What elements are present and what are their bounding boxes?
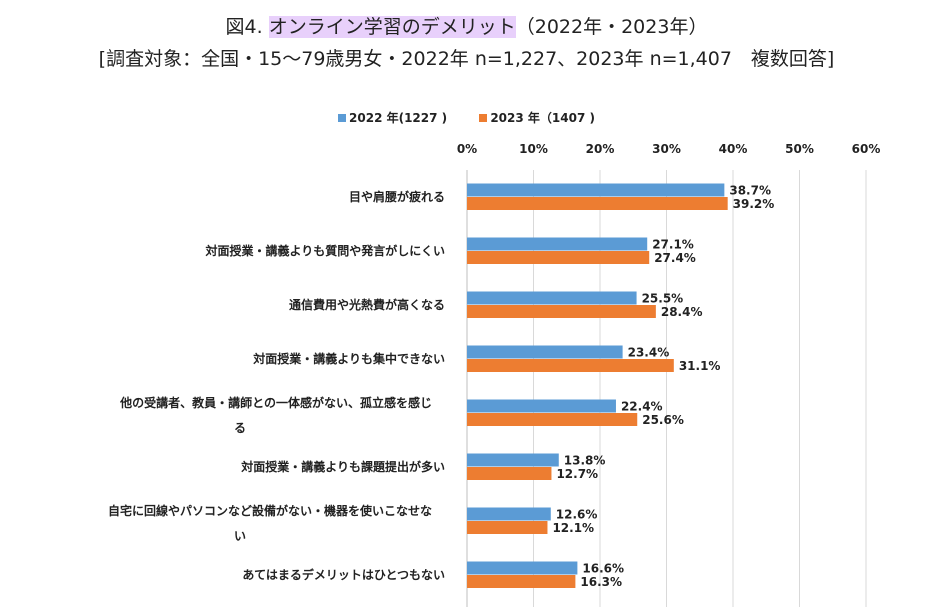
data-label: 12.7%	[556, 467, 598, 481]
bar-2022	[467, 237, 648, 251]
bar-2022	[467, 399, 616, 413]
category-label: あてはまるデメリットはひとつもない	[242, 567, 445, 582]
x-tick-label: 0%	[457, 142, 477, 156]
bar-2023	[467, 359, 674, 372]
data-label: 25.6%	[642, 413, 684, 427]
data-label: 13.8%	[564, 454, 606, 468]
bar-2023	[467, 467, 552, 480]
data-label: 28.4%	[661, 305, 703, 319]
legend-swatch	[338, 114, 347, 122]
category-label: 他の受講者、教員・講師との一体感がない、孤立感を感じ	[119, 395, 432, 410]
data-label: 38.7%	[729, 184, 771, 198]
x-tick-label: 50%	[785, 142, 814, 156]
bar-2023	[467, 251, 650, 264]
bar-2022	[467, 291, 637, 305]
category-label-cont: る	[234, 421, 246, 435]
category-label: 目や肩腰が疲れる	[349, 189, 445, 204]
data-label: 22.4%	[621, 400, 663, 414]
legend-label: 2022 年(1227 )	[349, 111, 448, 125]
x-tick-label: 20%	[586, 142, 615, 156]
legend: 2022 年(1227 ) 2023 年（1407 )	[0, 109, 933, 126]
category-label: 通信費用や光熱費が高くなる	[289, 297, 445, 312]
bar-2023	[467, 197, 728, 210]
legend-swatch	[479, 114, 488, 122]
legend-label: 2023 年（1407 )	[490, 111, 595, 125]
category-label: 対面授業・講義よりも課題提出が多い	[240, 459, 445, 474]
bar-2022	[467, 507, 551, 521]
bar-2023	[467, 413, 638, 426]
x-tick-label: 40%	[719, 142, 748, 156]
title-highlight: オンライン学習のデメリット	[268, 16, 516, 38]
bar-2022	[467, 453, 559, 467]
bar-2022	[467, 183, 725, 197]
chart-title: 図4. オンライン学習のデメリット（2022年・2023年）	[0, 12, 933, 39]
legend-item-2022: 2022 年(1227 )	[338, 109, 447, 126]
bar-2023	[467, 521, 548, 534]
category-label: 対面授業・講義よりも質問や発言がしにくい	[204, 243, 445, 258]
data-label: 31.1%	[679, 359, 721, 373]
bar-2022	[467, 345, 623, 359]
category-label: 対面授業・講義よりも集中できない	[252, 351, 445, 366]
x-tick-label: 10%	[519, 142, 548, 156]
x-tick-label: 60%	[852, 142, 881, 156]
category-label: 自宅に回線やパソコンなど設備がない・機器を使いこなせな	[108, 503, 432, 518]
data-label: 12.1%	[552, 521, 594, 535]
bar-2022	[467, 561, 578, 575]
title-prefix: 図4.	[225, 16, 263, 38]
x-tick-label: 30%	[652, 142, 681, 156]
data-label: 27.1%	[652, 238, 694, 252]
chart-subtitle: [調査対象：全国・15～79歳男女・2022年 n=1,227、2023年 n=…	[98, 48, 835, 70]
bar-2023	[467, 305, 656, 318]
data-label: 23.4%	[628, 346, 670, 360]
data-label: 16.6%	[582, 562, 624, 576]
legend-item-2023: 2023 年（1407 )	[479, 109, 595, 126]
data-label: 12.6%	[556, 508, 598, 522]
title-suffix: （2022年・2023年）	[515, 16, 708, 38]
data-label: 39.2%	[733, 197, 775, 211]
data-label: 16.3%	[580, 575, 622, 589]
bar-2023	[467, 575, 576, 588]
data-label: 27.4%	[654, 251, 696, 265]
data-label: 25.5%	[642, 292, 684, 306]
category-label-cont: い	[234, 529, 246, 543]
